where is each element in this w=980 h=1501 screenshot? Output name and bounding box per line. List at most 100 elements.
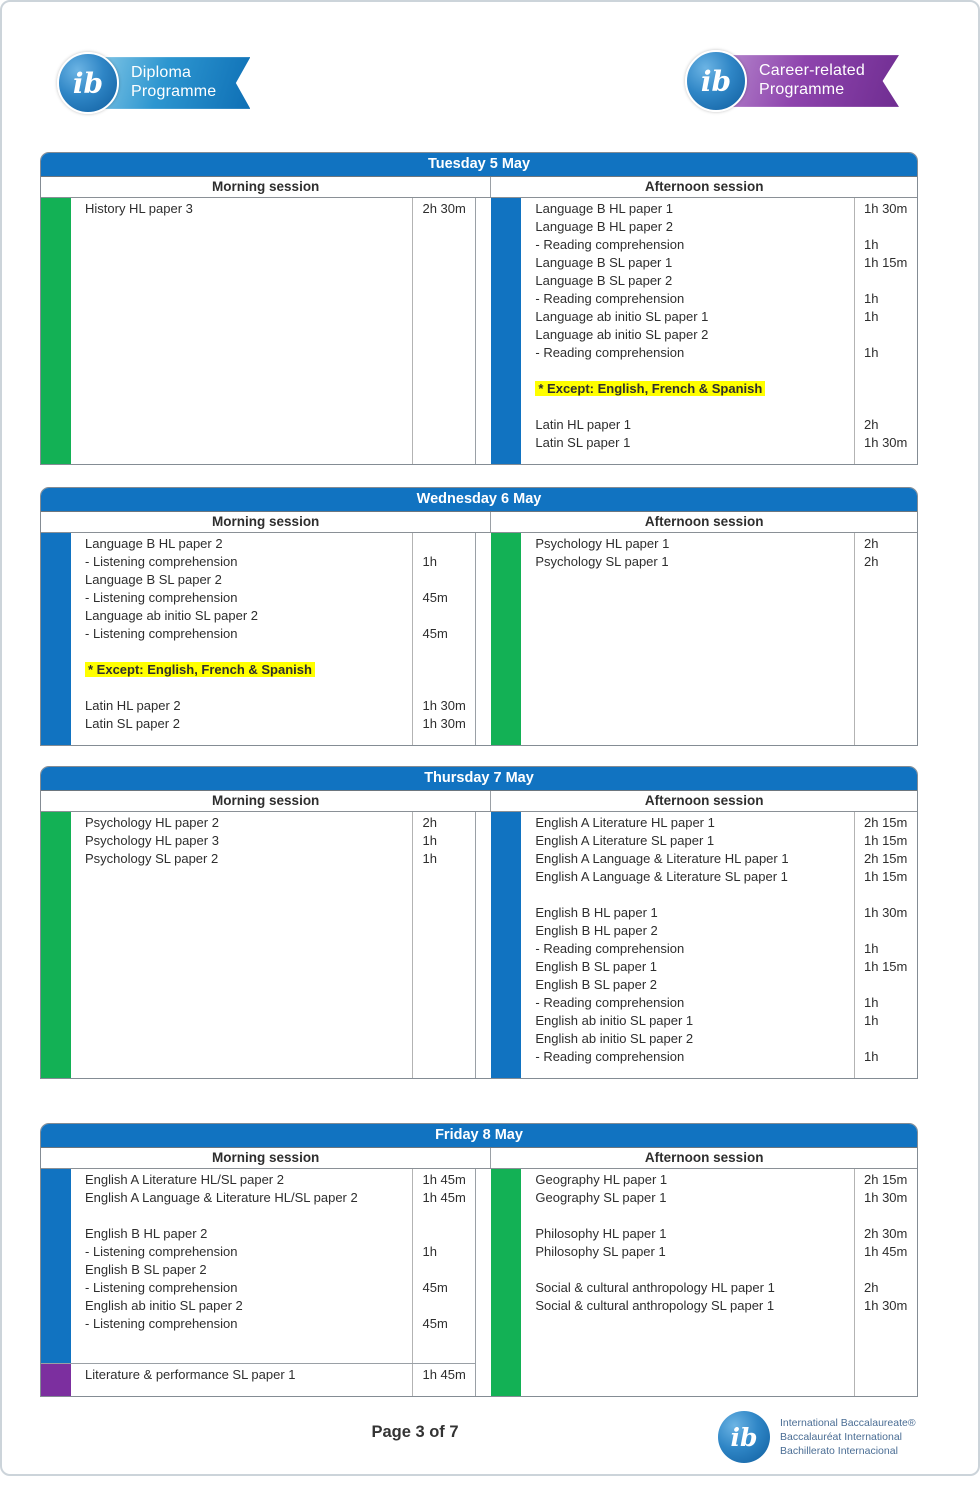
day-body: History HL paper 3 2h 30m Language B HL pa… — [41, 198, 917, 464]
day-header: Friday 8 May — [41, 1124, 917, 1148]
blue-color-bar — [41, 533, 71, 745]
exam-duration: 1h 45m — [864, 1244, 908, 1259]
exam-time-column: 2h 1h 1h — [412, 812, 475, 1078]
exam-duration: 45m — [422, 590, 448, 605]
exam-name-column: Geography HL paper 1 Geography SL paper 1… — [521, 1169, 854, 1396]
exam-name — [521, 1261, 854, 1279]
exam-duration — [413, 607, 475, 625]
except-note: * Except: English, French & Spanish — [521, 380, 854, 398]
exam-duration — [855, 380, 917, 398]
exam-name: Psychology HL paper 3 — [85, 833, 219, 848]
exam-name: - Listening comprehension — [85, 1244, 238, 1259]
exam-name: English A Language & Literature SL paper… — [535, 869, 788, 884]
exam-duration: 1h — [422, 851, 437, 866]
exam-name — [71, 1207, 412, 1225]
diploma-logo-line1: Diploma — [131, 64, 192, 82]
afternoon-session-cell: Geography HL paper 1 Geography SL paper 1… — [491, 1169, 917, 1396]
exam-duration: 1h — [864, 291, 879, 306]
exam-duration — [855, 1030, 917, 1048]
exam-name: - Reading comprehension — [535, 995, 685, 1010]
exam-name-column: Language B HL paper 1 Language B HL paper… — [521, 198, 854, 464]
highlighted-text: * Except: English, French & Spanish — [85, 662, 315, 677]
day-header: Wednesday 6 May — [41, 488, 917, 512]
career-ribbon: Career-related Programme — [717, 55, 899, 107]
morning-session-header: Morning session — [41, 177, 492, 197]
exam-name — [71, 1333, 412, 1351]
exam-name: Social & cultural anthropology HL paper … — [535, 1280, 775, 1295]
exam-duration: 2h — [864, 554, 879, 569]
day-table: Thursday 7 May Morning session Afternoon s… — [40, 766, 918, 1079]
session-section: Psychology HL paper 1 Psychology SL paper… — [491, 533, 917, 745]
session-gap — [476, 1169, 491, 1396]
ib-footer-line: Bachillerato Internacional — [780, 1445, 898, 1457]
exam-time-column: 1h 45m 1h 45m 1h 45m 45m — [412, 1169, 475, 1363]
exam-name: Language B HL paper 2 — [535, 219, 673, 234]
exam-duration — [855, 272, 917, 290]
exam-duration: 1h 30m — [422, 698, 466, 713]
exam-name-column: English A Literature HL paper 1 English A… — [521, 812, 854, 1078]
exam-name-column: English A Literature HL/SL paper 2 Englis… — [71, 1169, 412, 1363]
exam-duration — [413, 643, 475, 661]
exam-name: Latin HL paper 1 — [535, 417, 632, 432]
exam-duration: 1h — [422, 833, 437, 848]
exam-name: English A Language & Literature HL paper… — [535, 851, 789, 866]
exam-time-column: 2h 15m 1h 30m 2h 30m 1h 45m 2h 1h 30m — [854, 1169, 917, 1396]
exam-name — [521, 1207, 854, 1225]
exam-name: English B SL paper 2 — [85, 1262, 207, 1277]
exam-duration: 1h — [422, 1244, 437, 1259]
exam-name: Latin HL paper 2 — [85, 698, 181, 713]
exam-duration — [413, 1333, 475, 1351]
exam-name — [521, 362, 854, 380]
exam-time-column: 2h 2h — [854, 533, 917, 745]
exam-time-column: 1h 45m 45m 1h 30m 1h 30m — [412, 533, 475, 745]
blue-color-bar — [491, 198, 522, 464]
exam-name: English A Language & Literature HL/SL pa… — [85, 1190, 358, 1205]
exam-duration: 1h — [422, 554, 437, 569]
session-section: English A Literature HL paper 1 English A… — [491, 812, 917, 1078]
exam-duration: 2h — [422, 815, 437, 830]
morning-session-cell: History HL paper 3 2h 30m — [41, 198, 477, 464]
exam-duration: 2h 15m — [864, 851, 908, 866]
exam-name — [521, 398, 854, 416]
exam-time-column: 2h 30m — [412, 198, 475, 464]
morning-session-header: Morning session — [41, 791, 492, 811]
morning-session-cell: English A Literature HL/SL paper 2 Englis… — [41, 1169, 477, 1396]
session-section: Psychology HL paper 2 Psychology HL paper… — [41, 812, 475, 1078]
exam-name: Language B SL paper 2 — [535, 273, 673, 288]
session-header-row: Morning session Afternoon session — [41, 1148, 917, 1169]
exam-name: Philosophy SL paper 1 — [535, 1244, 666, 1259]
afternoon-session-header: Afternoon session — [644, 793, 764, 808]
day-table: Friday 8 May Morning session Afternoon ses… — [40, 1123, 918, 1397]
ib-logo-icon: ib — [57, 52, 119, 114]
exam-name: English ab initio SL paper 2 — [535, 1031, 694, 1046]
exam-duration: 2h 30m — [422, 201, 466, 216]
exam-name: English A Literature SL paper 1 — [535, 833, 715, 848]
exam-duration: 1h — [864, 237, 879, 252]
exam-name-column: Psychology HL paper 1 Psychology SL paper… — [521, 533, 854, 745]
exam-duration — [413, 661, 475, 679]
exam-duration — [855, 1261, 917, 1279]
morning-session-cell: Psychology HL paper 2 Psychology HL paper… — [41, 812, 477, 1078]
ib-logo-icon: ib — [685, 50, 747, 112]
exam-duration — [413, 571, 475, 589]
session-section: Geography HL paper 1 Geography SL paper 1… — [491, 1169, 917, 1396]
blue-color-bar — [491, 812, 522, 1078]
exam-name: Philosophy HL paper 1 — [535, 1226, 667, 1241]
exam-duration: 1h — [864, 345, 879, 360]
exam-name: Geography SL paper 1 — [535, 1190, 667, 1205]
session-gap — [476, 198, 491, 464]
exam-name: - Reading comprehension — [535, 1049, 685, 1064]
exam-name — [71, 643, 412, 661]
exam-name: English A Literature HL/SL paper 2 — [85, 1172, 284, 1187]
session-section: English A Literature HL/SL paper 2 Englis… — [41, 1169, 475, 1363]
session-section: Language B HL paper 1 Language B HL paper… — [491, 198, 917, 464]
exam-name: Language ab initio SL paper 2 — [535, 327, 709, 342]
exam-name — [521, 886, 854, 904]
exam-duration — [413, 1207, 475, 1225]
exam-name: - Reading comprehension — [535, 941, 685, 956]
exam-duration — [855, 1207, 917, 1225]
career-logo-line2: Programme — [759, 80, 845, 98]
exam-duration — [855, 922, 917, 940]
exam-duration: 1h — [864, 1013, 879, 1028]
exam-duration — [413, 1297, 475, 1315]
